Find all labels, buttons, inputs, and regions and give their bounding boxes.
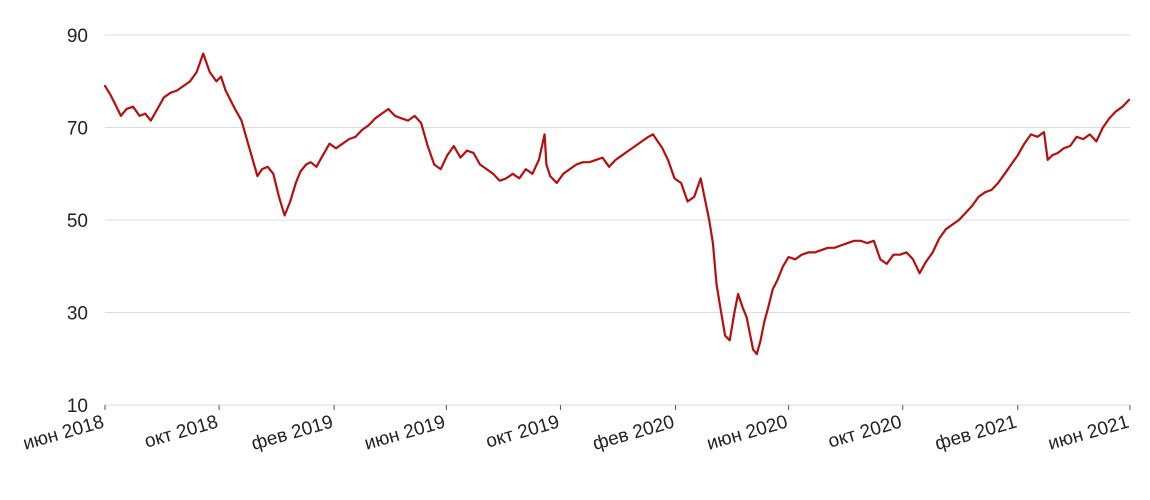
y-tick-label: 10: [67, 396, 88, 417]
y-tick-label: 90: [67, 26, 88, 47]
x-tick-label: фев 2019: [249, 412, 335, 455]
y-tick-label: 30: [67, 304, 88, 325]
x-tick-label: июн 2019: [362, 412, 447, 455]
x-tick-label: окт 2020: [826, 412, 904, 453]
y-tick-label: 70: [67, 119, 88, 140]
y-tick-label: 50: [67, 211, 88, 232]
x-tick-label: июн 2021: [1046, 412, 1131, 455]
x-tick-label: июн 2020: [705, 412, 790, 455]
x-tick-label: окт 2019: [484, 412, 562, 453]
x-axis-ticks: июн 2018 окт 2018 фев 2019 июн 2019 окт 2019…: [21, 405, 1131, 455]
gridlines: [105, 34, 1130, 406]
series-line: [103, 52, 1131, 356]
x-tick-label: фев 2020: [590, 412, 676, 455]
y-axis-ticks: 10 30 50 70 90: [67, 26, 88, 417]
x-tick-label: окт 2018: [142, 412, 220, 453]
x-tick-label: июн 2018: [21, 412, 106, 455]
x-tick-label: фев 2021: [933, 412, 1019, 455]
